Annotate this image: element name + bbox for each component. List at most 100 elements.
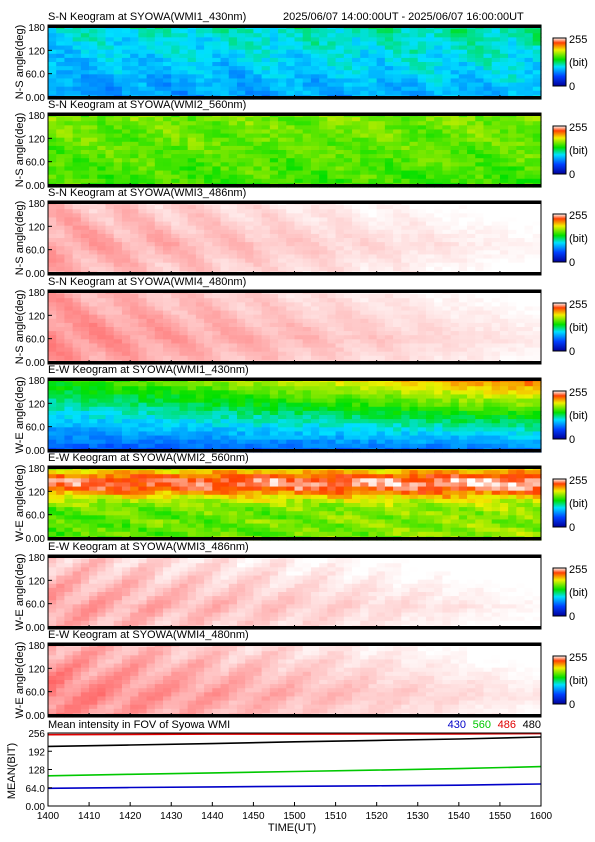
keogram-cell bbox=[269, 178, 279, 184]
keogram-cell bbox=[154, 170, 164, 176]
keogram-cell bbox=[524, 90, 534, 96]
keogram-cell bbox=[195, 221, 205, 227]
keogram-cell bbox=[261, 327, 271, 332]
keogram-cell bbox=[269, 386, 279, 391]
keogram-cell bbox=[72, 302, 82, 308]
keogram-cell bbox=[302, 233, 312, 239]
keogram-cell bbox=[384, 86, 394, 92]
keogram-cell bbox=[425, 347, 435, 353]
keogram-cell bbox=[483, 355, 493, 361]
keogram-cell bbox=[442, 33, 452, 38]
keogram-cell bbox=[72, 386, 82, 391]
keogram-cell bbox=[360, 225, 370, 231]
keogram-cell bbox=[310, 82, 320, 88]
keogram-cell bbox=[97, 327, 107, 332]
keogram-cell bbox=[154, 133, 164, 139]
keogram-cell bbox=[163, 213, 172, 219]
keogram-cell bbox=[253, 310, 263, 316]
keogram-cell bbox=[56, 254, 66, 260]
keogram-cell bbox=[524, 339, 534, 345]
keogram-cell bbox=[195, 117, 205, 122]
keogram-cell bbox=[294, 242, 304, 247]
keogram-cell bbox=[442, 78, 452, 84]
keogram-cell bbox=[253, 410, 263, 416]
keogram-cell bbox=[56, 343, 66, 349]
keogram-cell bbox=[72, 415, 82, 420]
keogram-cell bbox=[499, 166, 509, 172]
keogram-cell bbox=[401, 90, 411, 96]
keogram-cell bbox=[154, 339, 164, 345]
keogram-cell bbox=[310, 233, 320, 239]
keogram-cell bbox=[130, 343, 139, 349]
keogram-cell bbox=[228, 427, 238, 433]
keogram-cell bbox=[105, 382, 115, 387]
keogram-cell bbox=[154, 62, 164, 67]
keogram-cell bbox=[212, 390, 222, 396]
keogram-cell bbox=[171, 347, 181, 353]
keogram-cell bbox=[212, 70, 222, 75]
keogram-cell bbox=[105, 242, 115, 247]
keogram-cell bbox=[89, 415, 98, 420]
keogram-cell bbox=[204, 266, 213, 272]
keogram-cell bbox=[187, 41, 197, 47]
keogram-cell bbox=[228, 355, 238, 361]
keogram-cell bbox=[352, 33, 361, 38]
keogram-cell bbox=[360, 322, 370, 328]
keogram-cell bbox=[384, 33, 394, 38]
keogram-cell bbox=[327, 33, 337, 38]
keogram-cell bbox=[327, 250, 337, 256]
keogram-cell bbox=[376, 129, 386, 135]
keogram-cell bbox=[425, 41, 435, 47]
keogram-cell bbox=[475, 70, 485, 75]
keogram-cell bbox=[278, 121, 287, 126]
keogram-cell bbox=[212, 331, 222, 336]
keogram-cell bbox=[228, 178, 238, 184]
keogram-cell bbox=[393, 170, 402, 176]
keogram-cell bbox=[508, 302, 517, 308]
keogram-cell bbox=[138, 45, 148, 51]
y-tick-label: 60.0 bbox=[26, 70, 46, 81]
keogram-cell bbox=[56, 242, 66, 247]
keogram-cell bbox=[163, 331, 172, 336]
keogram-cell bbox=[425, 154, 435, 159]
keogram-cell bbox=[154, 423, 164, 428]
keogram-cell bbox=[319, 133, 328, 139]
keogram-cell bbox=[450, 129, 460, 135]
keogram-cell bbox=[89, 117, 98, 122]
keogram-cell bbox=[72, 406, 82, 412]
keogram-cell bbox=[261, 410, 271, 416]
keogram-cell bbox=[253, 419, 263, 424]
keogram-cell bbox=[434, 170, 443, 176]
keogram-cell bbox=[130, 133, 139, 139]
keogram-cell bbox=[269, 347, 279, 353]
keogram-cell bbox=[228, 343, 238, 349]
keogram-cell bbox=[401, 246, 411, 251]
y-tick-label: 120 bbox=[28, 46, 45, 57]
keogram-cell bbox=[302, 221, 312, 227]
keogram-cell bbox=[64, 298, 74, 303]
keogram-cell bbox=[475, 229, 485, 235]
keogram-cell bbox=[294, 66, 304, 71]
keogram-cell bbox=[343, 158, 353, 163]
keogram-cell bbox=[286, 86, 296, 92]
keogram-cell bbox=[335, 37, 345, 43]
keogram-cell bbox=[286, 331, 296, 336]
keogram-cell bbox=[220, 53, 230, 59]
keogram-cell bbox=[236, 158, 246, 163]
keogram-cell bbox=[467, 355, 476, 361]
keogram-cell bbox=[220, 386, 230, 391]
keogram-cell bbox=[524, 262, 534, 268]
keogram-cell bbox=[327, 238, 337, 243]
keogram-cell bbox=[458, 351, 468, 357]
keogram-cell bbox=[228, 150, 238, 155]
keogram-cell bbox=[113, 150, 123, 155]
keogram-cell bbox=[187, 170, 197, 176]
keogram-cell bbox=[72, 246, 82, 251]
keogram-cell bbox=[121, 331, 131, 336]
keogram-cell bbox=[368, 37, 378, 43]
keogram-cell bbox=[220, 306, 230, 312]
keogram-cell bbox=[113, 427, 123, 433]
keogram-cell bbox=[105, 141, 115, 147]
keogram-cell bbox=[212, 205, 222, 210]
keogram-cell bbox=[467, 29, 476, 34]
